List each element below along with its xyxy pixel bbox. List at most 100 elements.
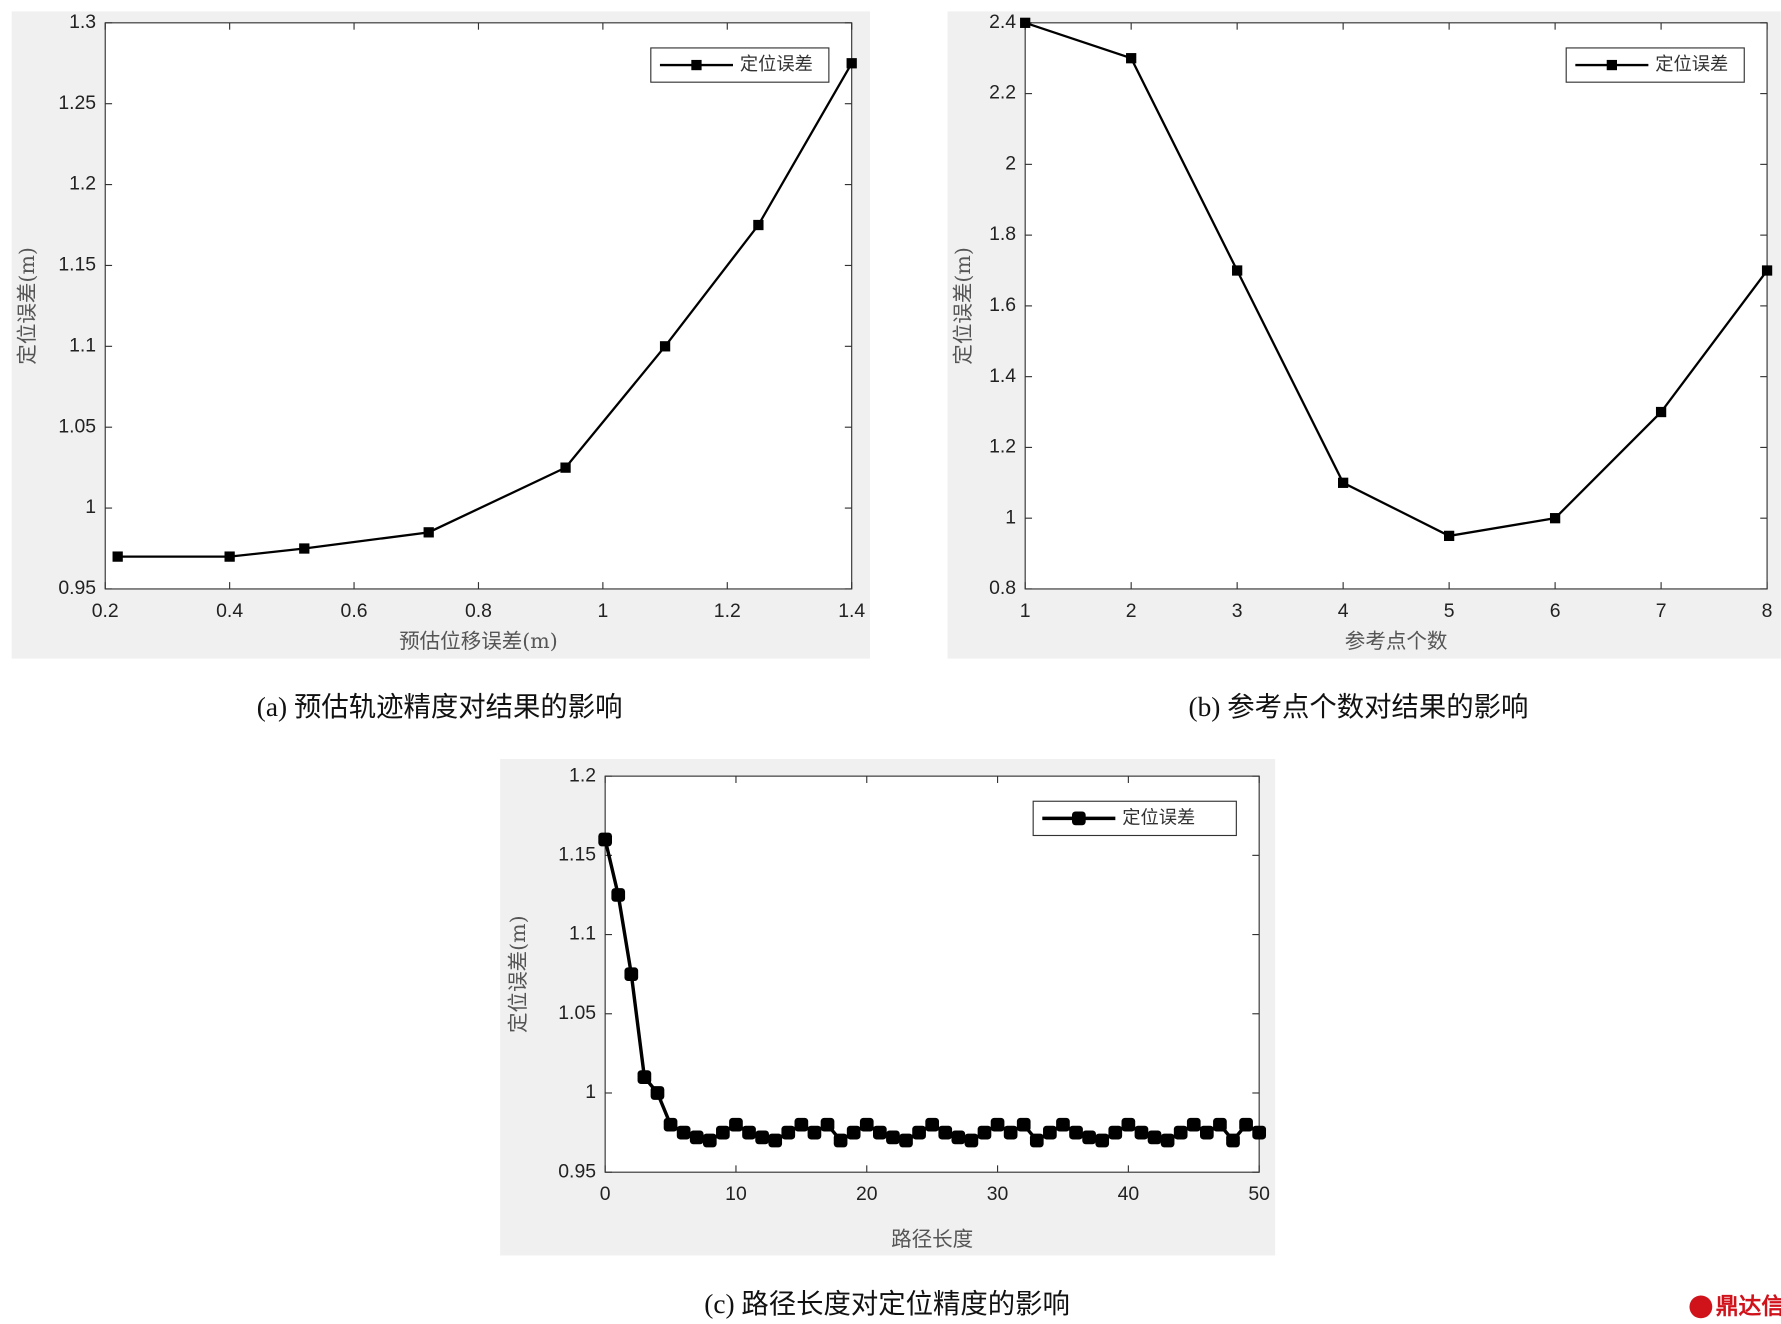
legend-marker: [1071, 811, 1086, 826]
x-axis-label: 路径长度: [891, 1227, 973, 1251]
marker: [224, 551, 235, 562]
y-tick-label: 1.2: [69, 173, 96, 195]
marker: [716, 1125, 730, 1140]
marker: [859, 1117, 874, 1132]
marker: [1043, 1125, 1057, 1140]
marker: [637, 1070, 652, 1084]
marker: [1121, 1117, 1136, 1132]
x-tick-label: 1: [597, 600, 608, 622]
marker: [886, 1130, 900, 1145]
x-tick-label: 1.2: [714, 600, 741, 622]
marker: [598, 832, 613, 847]
marker: [689, 1130, 704, 1145]
marker: [846, 58, 857, 69]
marker: [753, 219, 764, 231]
marker: [729, 1117, 743, 1132]
marker: [872, 1125, 887, 1140]
marker: [1016, 1117, 1031, 1132]
marker: [1232, 265, 1243, 276]
x-tick-label: 10: [725, 1183, 747, 1205]
marker: [1082, 1130, 1096, 1145]
marker: [938, 1125, 953, 1140]
y-tick-label: 0.95: [58, 577, 96, 599]
marker: [1160, 1133, 1175, 1148]
marker: [1173, 1125, 1188, 1140]
y-tick-label: 1.3: [69, 11, 96, 33]
marker: [768, 1133, 783, 1148]
x-tick-label: 20: [856, 1183, 878, 1205]
marker: [1134, 1125, 1149, 1140]
y-tick-label: 1: [585, 1081, 596, 1103]
y-tick-label: 1.1: [69, 334, 96, 356]
marker: [1020, 17, 1031, 28]
marker: [702, 1133, 717, 1148]
y-tick-label: 1.15: [58, 254, 96, 276]
marker: [794, 1117, 809, 1132]
x-tick-label: 30: [987, 1183, 1009, 1205]
y-axis-label: 定位误差(m): [15, 247, 39, 365]
marker: [1338, 477, 1349, 488]
y-tick-label: 1.8: [989, 223, 1016, 245]
legend-label: 定位误差: [740, 54, 813, 75]
y-tick-label: 1.05: [558, 1002, 596, 1024]
x-tick-label: 3: [1232, 600, 1243, 622]
marker: [912, 1125, 926, 1140]
x-tick-label: 7: [1656, 600, 1667, 622]
marker: [1095, 1133, 1110, 1148]
y-tick-label: 1.25: [58, 92, 96, 114]
x-tick-label: 50: [1248, 1183, 1270, 1205]
legend-marker: [691, 59, 702, 71]
caption: (b) 参考点个数对结果的影响: [1189, 692, 1529, 722]
x-tick-label: 0: [600, 1183, 611, 1205]
marker: [833, 1133, 848, 1148]
marker: [1213, 1117, 1227, 1132]
x-tick-label: 4: [1338, 600, 1349, 622]
marker: [1029, 1133, 1044, 1148]
y-tick-label: 2.2: [989, 82, 1016, 104]
x-tick-label: 8: [1762, 600, 1773, 622]
caption: (c) 路径长度对定位精度的影响: [704, 1289, 1070, 1319]
chart: 0 10 20 30 40 50 0.95 1 1.05 1.1 1.15 1.2 路径长度 定位误差(m…: [500, 759, 1276, 1319]
marker: [112, 551, 123, 562]
x-axis-label: 参考点个数: [1345, 629, 1448, 653]
watermark-text: 鼎达信: [1716, 1293, 1781, 1319]
marker: [650, 1086, 665, 1100]
x-tick-label: 6: [1550, 600, 1561, 622]
plot-area: [1024, 22, 1768, 590]
plot-area: [104, 22, 853, 590]
x-tick-label: 0.4: [216, 600, 243, 622]
y-tick-label: 2: [1005, 152, 1016, 174]
x-tick-label: 1: [1020, 600, 1031, 622]
plot-area: [604, 775, 1260, 1173]
y-tick-label: 1: [85, 496, 96, 518]
watermark: 鼎达信: [1689, 1293, 1781, 1319]
marker: [1655, 406, 1667, 418]
y-axis-label: 定位误差(m): [951, 247, 975, 365]
marker: [1239, 1117, 1253, 1132]
marker: [964, 1133, 979, 1148]
marker: [1069, 1125, 1083, 1140]
caption: (a) 预估轨迹精度对结果的影响: [257, 692, 623, 722]
marker: [423, 527, 434, 538]
marker: [846, 1125, 861, 1140]
y-tick-label: 0.8: [989, 577, 1016, 599]
marker: [659, 341, 671, 352]
y-tick-label: 1.05: [58, 415, 96, 437]
marker: [676, 1125, 691, 1140]
marker: [755, 1130, 769, 1145]
marker: [899, 1133, 913, 1148]
marker: [1186, 1117, 1201, 1132]
x-tick-label: 0.8: [465, 600, 492, 622]
marker: [781, 1125, 796, 1140]
series-line: [1024, 21, 1768, 538]
chart: 1 2 3 4 5 6 7 80.811.21.41.61.822.22.4参考点个数定位误差…: [947, 11, 1781, 722]
legend-label: 定位误差: [1122, 807, 1195, 828]
x-tick-label: 0.2: [92, 600, 119, 622]
y-tick-label: 1.1: [569, 923, 596, 945]
marker: [1226, 1133, 1240, 1148]
y-tick-label: 1.4: [989, 365, 1016, 387]
x-axis-label: 预估位移误差(m): [399, 629, 558, 653]
chart: 0.2 0.4 0.6 0.8 1 1.2 1.4 0.95 1 1.05 1.1 1.15 1.2 1.…: [11, 11, 870, 722]
y-axis-label: 定位误差(m): [506, 915, 530, 1033]
